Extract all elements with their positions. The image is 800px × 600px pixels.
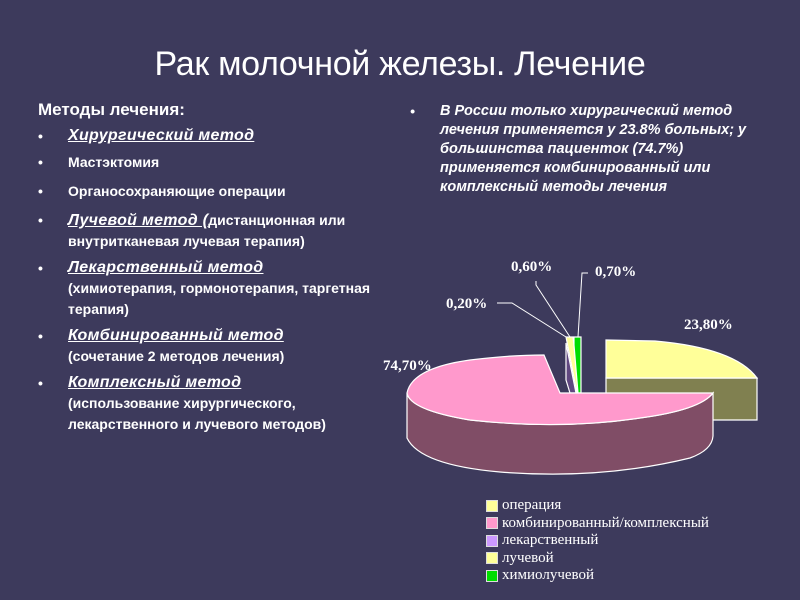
legend-item-chemoradiation: химиолучевой bbox=[486, 567, 709, 585]
legend-item-drug: лекарственный bbox=[486, 532, 709, 550]
label-drug: 0,20% bbox=[446, 296, 487, 312]
legend-swatch bbox=[486, 499, 498, 512]
label-operation: 23,80% bbox=[684, 317, 733, 333]
slice-combined-top bbox=[406, 354, 715, 426]
method-mastectomy: Мастэктомия bbox=[38, 152, 383, 172]
russia-note: В России только хирургический метод лече… bbox=[410, 102, 760, 197]
slice-operation-top bbox=[605, 339, 759, 379]
methods-panel: Методы лечения: Хирургический метод Маст… bbox=[38, 100, 383, 441]
slide-title: Рак молочной железы. Лечение bbox=[154, 45, 646, 83]
russia-note-panel: В России только хирургический метод лече… bbox=[410, 102, 760, 197]
legend-item-radiation: лучевой bbox=[486, 550, 709, 568]
method-complex: Комплексный метод(использование хирургич… bbox=[38, 373, 383, 435]
legend-swatch bbox=[486, 569, 498, 582]
chart-legend: операция комбинированный/комплексный лек… bbox=[486, 497, 709, 585]
legend-item-operation: операция bbox=[486, 497, 709, 515]
method-organ-preserving: Органосохраняющие операции bbox=[38, 181, 383, 201]
legend-swatch bbox=[486, 517, 498, 530]
label-combined: 74,70% bbox=[383, 358, 432, 374]
method-radiation: Лучевой метод (дистанционная или внутрит… bbox=[38, 210, 383, 252]
legend-swatch bbox=[486, 552, 498, 565]
legend-item-combined: комбинированный/комплексный bbox=[486, 515, 709, 533]
method-surgical: Хирургический метод bbox=[38, 126, 383, 146]
legend-swatch bbox=[486, 534, 498, 547]
method-drug: Лекарственный метод(химиотерапия, гормон… bbox=[38, 258, 383, 320]
method-combined: Комбинированный метод(сочетание 2 методо… bbox=[38, 326, 383, 367]
methods-heading: Методы лечения: bbox=[38, 100, 185, 119]
label-chemoradiation: 0,70% bbox=[595, 264, 636, 280]
label-radiation: 0,60% bbox=[511, 259, 552, 275]
methods-list: Хирургический метод Мастэктомия Органосо… bbox=[38, 126, 383, 435]
